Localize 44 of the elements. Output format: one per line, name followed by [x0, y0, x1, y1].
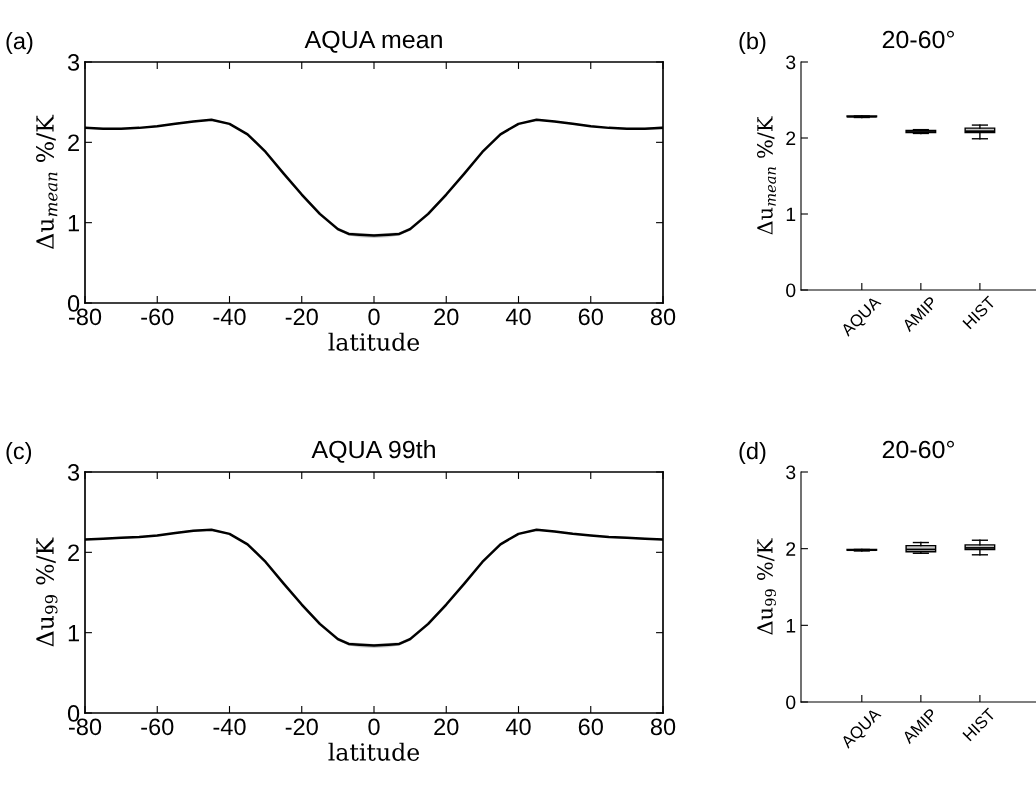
chart-title: 20-60° — [882, 30, 954, 49]
x-axis-title: latitude — [328, 332, 420, 351]
text: (d) — [739, 442, 766, 464]
y-tick-label: 2 — [786, 542, 796, 556]
y-tick-label: 0 — [786, 283, 796, 298]
y-tick-label: 1 — [786, 207, 796, 222]
y-tick-label: 3 — [786, 55, 796, 70]
x-tick-label: 40 — [505, 718, 531, 736]
x-tick-label: -60 — [141, 308, 174, 326]
x-tick-label: 60 — [578, 718, 603, 736]
x-tick-label: -20 — [285, 718, 318, 736]
y-tick-label: 2 — [68, 544, 79, 561]
text: (a) — [6, 32, 33, 54]
y-tick-label: 1 — [68, 214, 79, 232]
y-tick-label: 3 — [786, 465, 796, 480]
chart-title: AQUA 99th — [311, 439, 435, 463]
x-tick-label: 80 — [650, 308, 676, 326]
x-tick-label: -40 — [213, 718, 246, 736]
y-axis-title: Δu$_{99}$ %/K — [36, 537, 58, 647]
y-tick-label: 0 — [786, 695, 796, 710]
x-tick-label: 20 — [434, 718, 459, 736]
chart-title: AQUA mean — [304, 30, 442, 53]
text: (b) — [739, 32, 766, 54]
y-tick-label: 1 — [68, 624, 79, 642]
y-tick-label: 1 — [786, 619, 796, 633]
y-axis-title: Δu$_{99}$ %/K — [757, 538, 776, 635]
x-tick-label: 20 — [434, 308, 459, 326]
x-tick-label: 60 — [578, 308, 603, 326]
y-tick-label: 3 — [67, 54, 80, 71]
y-tick-label: 3 — [67, 464, 80, 481]
x-tick-label: -40 — [213, 308, 246, 326]
y-tick-label: 2 — [68, 134, 79, 151]
y-tick-label: 2 — [786, 131, 796, 146]
x-axis-title: latitude — [328, 742, 420, 761]
x-tick-label: 0 — [368, 718, 380, 736]
x-tick-label: 0 — [368, 308, 380, 326]
text: (c) — [6, 442, 32, 464]
x-tick-label: -60 — [141, 718, 174, 736]
x-tick-label: 40 — [505, 308, 531, 326]
x-tick-label: 80 — [650, 718, 676, 736]
y-axis-title: Δu$_{mean}$ %/K — [36, 114, 58, 249]
chart-title: 20-60° — [882, 440, 954, 459]
y-axis-title: Δu$_{mean}$ %/K — [757, 116, 776, 235]
x-tick-label: -20 — [285, 308, 318, 326]
